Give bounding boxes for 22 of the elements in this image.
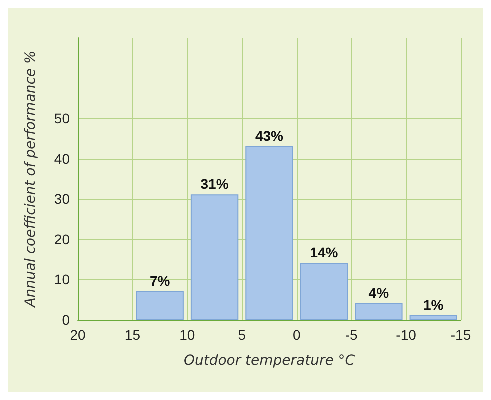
y-tick-label: 10 bbox=[54, 272, 70, 288]
y-axis-title: Annual coefficient of performance % bbox=[23, 50, 39, 308]
data-label: 14% bbox=[310, 244, 339, 261]
x-tick-label: 5 bbox=[238, 327, 246, 343]
y-tick-label: 30 bbox=[54, 191, 70, 208]
data-label: 31% bbox=[200, 176, 230, 192]
data-label: 43% bbox=[255, 128, 284, 144]
x-tick-label: -10 bbox=[396, 327, 417, 343]
data-label: 7% bbox=[150, 272, 171, 289]
data-label: 1% bbox=[424, 296, 444, 313]
data-label: 4% bbox=[368, 284, 390, 301]
x-tick-label: -15 bbox=[450, 327, 472, 343]
x-tick-label: 10 bbox=[180, 327, 196, 343]
y-tick-label: 20 bbox=[54, 231, 70, 248]
y-tick-label: 50 bbox=[54, 110, 70, 127]
x-tick-label: -5 bbox=[345, 327, 358, 343]
x-tick-label: 15 bbox=[124, 327, 141, 343]
y-tick-label: 0 bbox=[62, 312, 70, 328]
x-tick-label: 0 bbox=[292, 327, 301, 343]
x-axis-title: Outdoor temperature °C bbox=[184, 353, 356, 369]
x-tick-label: 20 bbox=[70, 327, 86, 343]
y-tick-label: 40 bbox=[54, 150, 70, 167]
